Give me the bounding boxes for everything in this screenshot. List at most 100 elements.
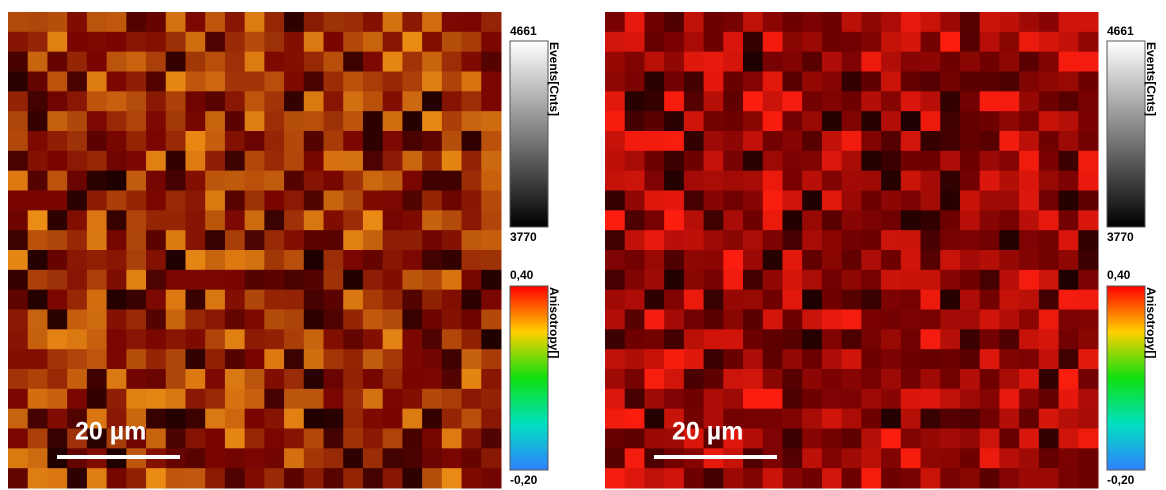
pixel xyxy=(47,111,68,132)
pixel xyxy=(224,150,246,172)
pixel xyxy=(224,91,246,112)
pixel xyxy=(1038,71,1060,92)
pixel xyxy=(861,150,882,172)
pixel xyxy=(343,250,364,271)
pixel xyxy=(244,150,265,172)
pixel xyxy=(126,190,147,211)
pixel xyxy=(979,468,1000,489)
pixel xyxy=(402,71,423,92)
pixel xyxy=(106,269,127,291)
pixel xyxy=(605,329,626,350)
pixel xyxy=(703,329,724,350)
pixel xyxy=(683,150,705,172)
pixel xyxy=(999,71,1020,92)
pixel xyxy=(1038,269,1060,291)
pixel xyxy=(1038,329,1060,350)
pixel xyxy=(205,269,226,291)
pixel xyxy=(422,329,443,350)
pixel xyxy=(27,31,48,53)
pixel xyxy=(126,210,147,231)
pixel xyxy=(782,12,803,33)
pixel xyxy=(402,91,423,112)
pixel xyxy=(1038,448,1060,469)
pixel xyxy=(126,12,147,33)
pixel xyxy=(382,250,403,271)
pixel xyxy=(402,51,423,72)
pixel xyxy=(146,170,167,191)
pixel xyxy=(323,309,344,330)
pixel xyxy=(1038,12,1060,33)
pixel xyxy=(284,388,305,410)
pixel xyxy=(900,230,922,251)
pixel xyxy=(624,388,645,410)
pixel xyxy=(146,289,167,310)
pixel xyxy=(224,12,246,33)
pixel xyxy=(1058,31,1079,53)
pixel xyxy=(821,12,843,33)
pixel xyxy=(920,131,941,152)
pixel xyxy=(461,349,482,370)
pixel xyxy=(1019,12,1040,33)
pixel xyxy=(481,230,502,251)
pixel xyxy=(644,31,665,53)
pixel xyxy=(959,349,981,370)
pixel xyxy=(920,369,941,390)
pixel xyxy=(146,230,167,251)
pixel xyxy=(703,250,724,271)
pixel xyxy=(362,408,384,429)
pixel xyxy=(644,349,665,370)
pixel xyxy=(343,329,364,350)
pixel xyxy=(782,289,803,310)
pixel xyxy=(86,230,108,251)
pixel xyxy=(481,269,502,291)
pixel xyxy=(441,111,463,132)
pixel xyxy=(382,408,403,429)
pixel xyxy=(900,71,922,92)
pixel xyxy=(27,468,48,489)
pixel xyxy=(1038,289,1060,310)
pixel xyxy=(881,250,902,271)
pixel xyxy=(861,31,882,53)
pixel xyxy=(481,91,502,112)
pixel xyxy=(1078,210,1099,231)
pixel xyxy=(244,91,265,112)
pixel xyxy=(920,51,941,72)
pixel xyxy=(743,131,764,152)
pixel xyxy=(959,111,981,132)
pixel xyxy=(1019,388,1040,410)
pixel xyxy=(284,71,305,92)
pixel xyxy=(664,111,685,132)
pixel xyxy=(165,71,186,92)
pixel xyxy=(979,448,1000,469)
pixel xyxy=(743,12,764,33)
pixel xyxy=(67,309,88,330)
pixel xyxy=(264,91,285,112)
pixel xyxy=(284,91,305,112)
pixel xyxy=(821,230,843,251)
pixel xyxy=(881,428,902,449)
pixel xyxy=(841,31,862,53)
pixel xyxy=(664,408,685,429)
pixel xyxy=(343,190,364,211)
pixel xyxy=(67,250,88,271)
pixel xyxy=(861,12,882,33)
pixel xyxy=(605,12,626,33)
pixel xyxy=(402,448,423,469)
pixel xyxy=(959,210,981,231)
pixel xyxy=(1058,250,1079,271)
pixel xyxy=(165,190,186,211)
pixel xyxy=(126,91,147,112)
pixel xyxy=(126,309,147,330)
pixel xyxy=(940,51,961,72)
pixel xyxy=(382,428,403,449)
pixel xyxy=(402,31,423,53)
pixel xyxy=(67,428,88,449)
pixel xyxy=(284,12,305,33)
pixel xyxy=(205,428,226,449)
pixel xyxy=(264,210,285,231)
pixel xyxy=(441,369,463,390)
pixel xyxy=(821,111,843,132)
pixel xyxy=(185,12,206,33)
pixel xyxy=(126,250,147,271)
pixel xyxy=(382,448,403,469)
